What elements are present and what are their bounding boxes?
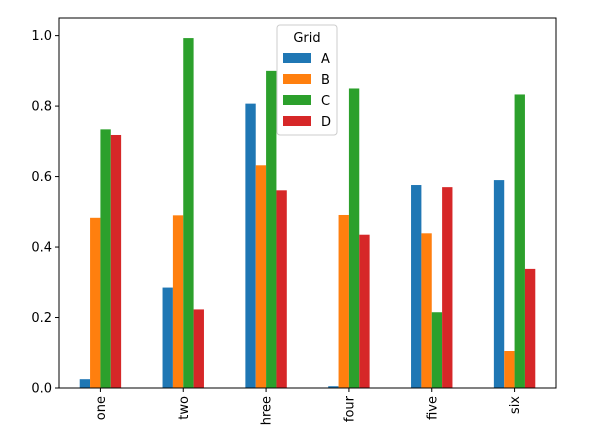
bar-d-six — [524, 268, 536, 388]
y-tick-label: 0.6 — [31, 170, 52, 185]
x-tick-label-five: five — [425, 396, 440, 420]
legend-label-b: B — [321, 73, 330, 88]
y-tick-label: 0.8 — [31, 100, 52, 115]
bar-b-six — [504, 351, 515, 388]
bar-c-five — [431, 312, 443, 388]
legend-swatch-b — [283, 74, 311, 84]
bar-c-two — [183, 38, 194, 388]
bar-a-five — [411, 185, 422, 388]
bar-a-six — [493, 180, 505, 388]
y-tick-label: 0.4 — [31, 241, 52, 256]
legend-label-d: D — [321, 115, 331, 130]
bar-c-one — [100, 129, 111, 388]
y-tick-label: 0.0 — [31, 382, 52, 397]
x-tick-label-four: four — [342, 395, 357, 422]
x-tick-label-one: one — [94, 396, 109, 420]
legend-label-a: A — [321, 52, 330, 67]
bar-c-four — [348, 88, 360, 388]
x-axis: one two hree four five six — [94, 388, 523, 425]
bar-d-hree — [276, 190, 287, 388]
bar-d-two — [193, 309, 204, 388]
bars-layer — [79, 38, 536, 388]
legend-label-c: C — [321, 94, 330, 109]
bar-d-one — [110, 134, 122, 388]
bar-b-one — [90, 217, 101, 388]
plot-frame — [58, 17, 557, 389]
bar-b-four — [338, 214, 349, 388]
y-axis: 0.0 0.2 0.4 0.6 0.8 1.0 — [31, 29, 59, 397]
bar-c-six — [514, 94, 525, 388]
x-tick-label-hree: hree — [260, 396, 275, 425]
bar-b-two — [172, 215, 184, 388]
y-tick-label: 0.2 — [31, 311, 52, 326]
bar-b-five — [421, 233, 432, 388]
legend-title: Grid — [293, 31, 320, 46]
bar-a-four — [328, 386, 339, 388]
legend-swatch-d — [283, 116, 311, 126]
x-tick-label-two: two — [177, 396, 192, 420]
bar-c-hree — [266, 70, 277, 388]
bar-a-one — [79, 379, 91, 388]
legend-swatch-a — [283, 53, 311, 63]
bar-a-hree — [245, 103, 256, 388]
bar-a-two — [162, 287, 173, 388]
x-tick-label-six: six — [508, 396, 523, 414]
y-tick-label: 1.0 — [31, 29, 52, 44]
bar-b-hree — [255, 165, 267, 388]
bar-d-five — [442, 187, 453, 388]
bar-d-four — [359, 234, 370, 388]
legend-swatch-c — [283, 95, 311, 105]
